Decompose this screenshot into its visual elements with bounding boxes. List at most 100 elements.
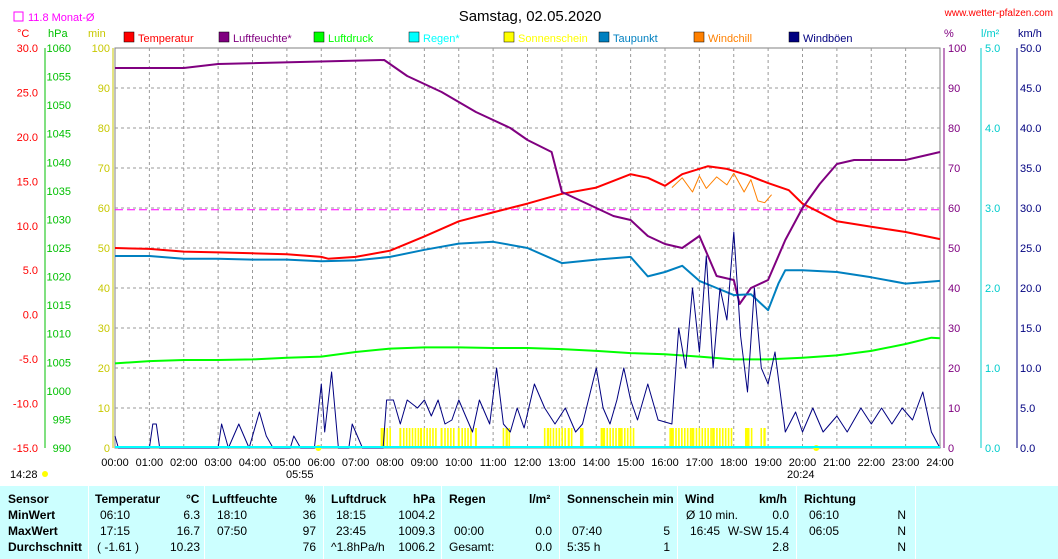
series-line: [114, 336, 941, 365]
sunshine-bar: [555, 428, 558, 448]
humidity-tick-label: 80: [948, 123, 960, 135]
sunshine-bar: [467, 428, 469, 448]
legend-label: Windböen: [803, 33, 853, 45]
temp-tick-label: 30.0: [17, 43, 38, 55]
max-wind-value: W-SW 15.4: [727, 524, 789, 538]
humidity-tick-label: 70: [948, 163, 960, 175]
stats-table: Sensor Temperatur °C Luftfeuchte % Luftd…: [0, 486, 1058, 559]
legend-label: Windchill: [708, 33, 752, 45]
time-tick-label: 02:00: [170, 457, 198, 469]
max-dir-time: 06:05: [809, 524, 840, 538]
minutes-tick-label: 10: [98, 403, 110, 415]
row-label-avg: Durchschnitt: [8, 540, 83, 554]
max-pressure-time: 23:45: [336, 524, 367, 538]
website-label[interactable]: www.wetter-pfalzen.com: [944, 8, 1053, 19]
time-tick-label: 19:00: [754, 457, 782, 469]
sunshine-bar: [678, 428, 680, 448]
pressure-tick-label: 1000: [47, 386, 71, 398]
pressure-tick-label: 1050: [47, 100, 71, 112]
humidity-tick-label: 20: [948, 363, 960, 375]
sunshine-bar: [670, 428, 673, 448]
sunshine-bar: [444, 428, 446, 448]
time-tick-label: 14:00: [582, 457, 610, 469]
tick-labels: 30.0 25.0 20.0 15.0 10.0 5.0 0.0 -5.0 -10.0 -15.0…: [13, 43, 1042, 469]
table-divider: [88, 486, 89, 559]
pressure-tick-label: 1005: [47, 357, 71, 369]
sunshine-bar: [701, 428, 704, 448]
sunshine-bar: [619, 428, 622, 448]
sunshine-bar: [461, 428, 463, 448]
min-hum-value: 36: [302, 508, 316, 522]
sunshine-bar: [581, 428, 584, 448]
time-tick-label: 17:00: [686, 457, 714, 469]
sunshine-bar: [564, 428, 566, 448]
humidity-tick-label: 30: [948, 323, 960, 335]
rain-tick-label: 0.0: [985, 443, 1000, 455]
avg-temp-note: ( -1.61 ): [97, 540, 140, 554]
col-wind-unit: km/h: [759, 492, 788, 506]
series-line: [115, 59, 941, 305]
sunshine-bar: [710, 428, 712, 448]
max-hum-time: 07:50: [217, 524, 248, 538]
humidity-tick-label: 100: [948, 43, 966, 55]
temp-tick-label: 5.0: [23, 265, 38, 277]
sunshine-bar: [692, 428, 695, 448]
max-rain-value: 0.0: [535, 524, 552, 538]
wind-tick-label: 30.0: [1020, 203, 1041, 215]
legend-swatch: [408, 31, 420, 43]
sunshine-bar: [632, 428, 635, 448]
sunshine-bar: [603, 428, 606, 448]
series-line: [115, 240, 941, 312]
sunshine-bar: [707, 428, 709, 448]
temp-tick-label: 15.0: [17, 176, 38, 188]
time-tick-label: 05:00: [273, 457, 301, 469]
sunshine-bar: [399, 428, 402, 448]
avg-hum-value: 76: [302, 540, 316, 554]
rain-tick-label: 5.0: [985, 43, 1000, 55]
sunshine-bar: [579, 428, 582, 448]
sunshine-bar: [721, 428, 724, 448]
sunshine-bar: [724, 428, 727, 448]
series-line: [114, 165, 941, 260]
pressure-tick-label: 1010: [47, 329, 71, 341]
sunshine-bar: [609, 428, 611, 448]
pressure-axis-unit: hPa: [48, 28, 68, 40]
max-temp-time: 17:15: [100, 524, 131, 538]
pressure-tick-label: 1030: [47, 214, 71, 226]
time-tick-label: 03:00: [204, 457, 232, 469]
sunshine-bar: [744, 428, 747, 448]
max-wind-time: 16:45: [690, 524, 721, 538]
temp-tick-label: 25.0: [17, 87, 38, 99]
minutes-tick-label: 50: [98, 243, 110, 255]
sunshine-bar: [713, 428, 715, 448]
table-divider: [677, 486, 678, 559]
sunshine-bar: [681, 428, 683, 448]
wind-tick-label: 5.0: [1020, 403, 1035, 415]
minutes-tick-label: 0: [104, 443, 110, 455]
wind-tick-label: 45.0: [1020, 83, 1041, 95]
wind-tick-label: 20.0: [1020, 283, 1041, 295]
time-tick-label: 12:00: [514, 457, 542, 469]
min-pressure-time: 18:15: [336, 508, 367, 522]
time-tick-label: 09:00: [411, 457, 439, 469]
minutes-tick-label: 30: [98, 323, 110, 335]
sunshine-bar: [716, 428, 718, 448]
sunshine-bar: [615, 428, 617, 448]
temp-tick-label: -15.0: [13, 443, 38, 455]
total-rain-label: Gesamt:: [449, 540, 495, 554]
weather-chart: Samstag, 02.05.2020 www.wetter-pfalzen.c…: [10, 8, 1053, 481]
sunshine-bar: [602, 428, 605, 448]
sunshine-bar: [474, 428, 477, 448]
time-tick-label: 00:00: [101, 457, 129, 469]
total-sun-hours: 5:35 h: [567, 540, 601, 554]
humidity-axis-unit: %: [944, 28, 954, 40]
avg-pressure-value: 1006.2: [398, 540, 435, 554]
sunshine-bar: [683, 428, 686, 448]
minutes-axis-unit: min: [88, 28, 106, 40]
avg-wind-value: 2.8: [772, 540, 789, 554]
humidity-tick-label: 40: [948, 283, 960, 295]
sunshine-bar: [457, 428, 460, 448]
sunshine-bar: [502, 428, 505, 448]
sunshine-bar: [450, 428, 452, 448]
min-wind-time: Ø 10 min.: [686, 508, 739, 522]
